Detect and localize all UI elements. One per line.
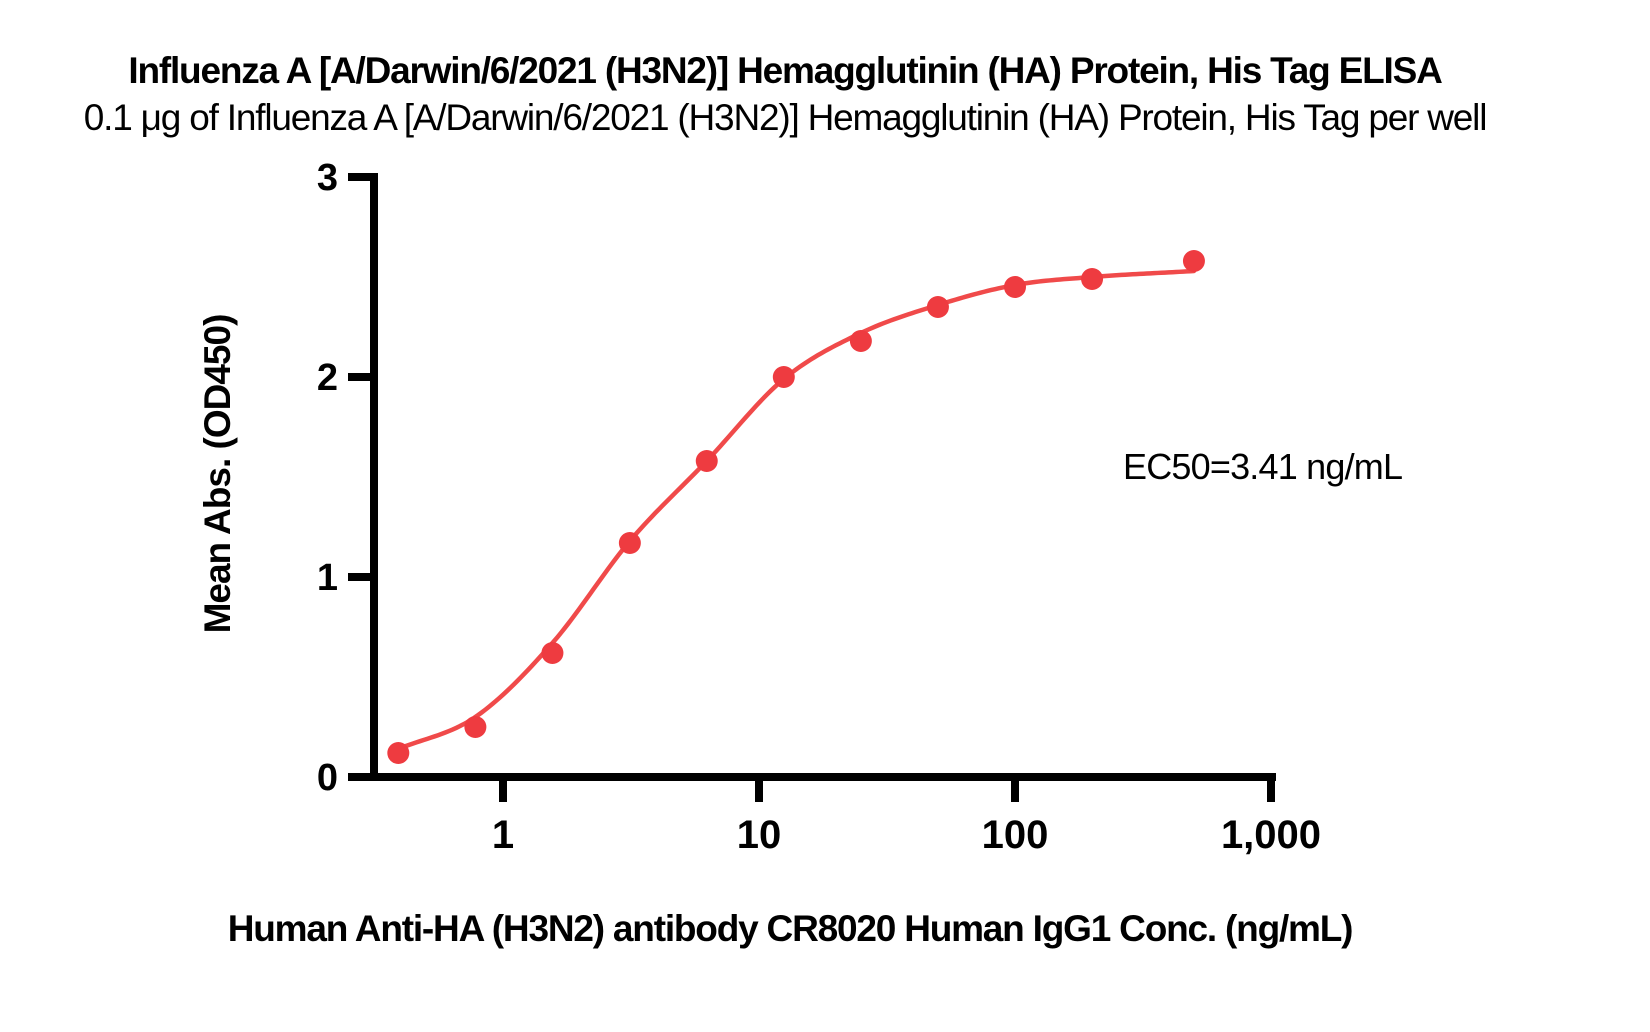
y-tick-label: 1: [317, 557, 338, 599]
x-tick: [755, 777, 763, 802]
data-point: [772, 366, 795, 388]
y-tick: [348, 173, 378, 181]
data-point: [464, 716, 487, 738]
chart-subtitle: 0.1 μg of Influenza A [A/Darwin/6/2021 (…: [83, 97, 1488, 138]
x-tick: [1011, 777, 1019, 802]
y-tick: [348, 773, 378, 781]
data-point: [541, 642, 564, 664]
chart-title: Influenza A [A/Darwin/6/2021 (H3N2)] Hem…: [128, 50, 1442, 91]
x-tick-label: 100: [982, 813, 1049, 857]
x-tick: [1267, 777, 1275, 802]
y-tick: [348, 373, 378, 381]
fit-curve: [396, 268, 1197, 752]
x-axis-spine: [370, 773, 1276, 781]
data-point: [849, 330, 872, 352]
data-point: [926, 296, 949, 318]
y-tick-label: 3: [317, 157, 338, 199]
x-axis-label: Human Anti-HA (H3N2) antibody CR8020 Hum…: [227, 908, 1354, 949]
y-tick-label: 2: [317, 357, 338, 399]
data-point: [387, 742, 410, 764]
data-point: [618, 532, 641, 554]
data-point: [1182, 250, 1205, 272]
y-axis-spine: [370, 173, 378, 781]
x-tick-label: 10: [737, 813, 782, 857]
ec50-annotation: EC50=3.41 ng/mL: [1123, 446, 1403, 487]
y-tick-label: 0: [317, 757, 338, 799]
y-axis-label: Mean Abs. (OD450): [197, 314, 238, 634]
x-tick-label: 1,000: [1221, 813, 1321, 857]
data-point: [695, 450, 718, 472]
x-tick: [499, 777, 507, 802]
data-point: [1004, 276, 1026, 298]
y-tick: [348, 573, 378, 581]
x-tick-label: 1: [492, 813, 514, 857]
data-point: [1081, 268, 1104, 290]
